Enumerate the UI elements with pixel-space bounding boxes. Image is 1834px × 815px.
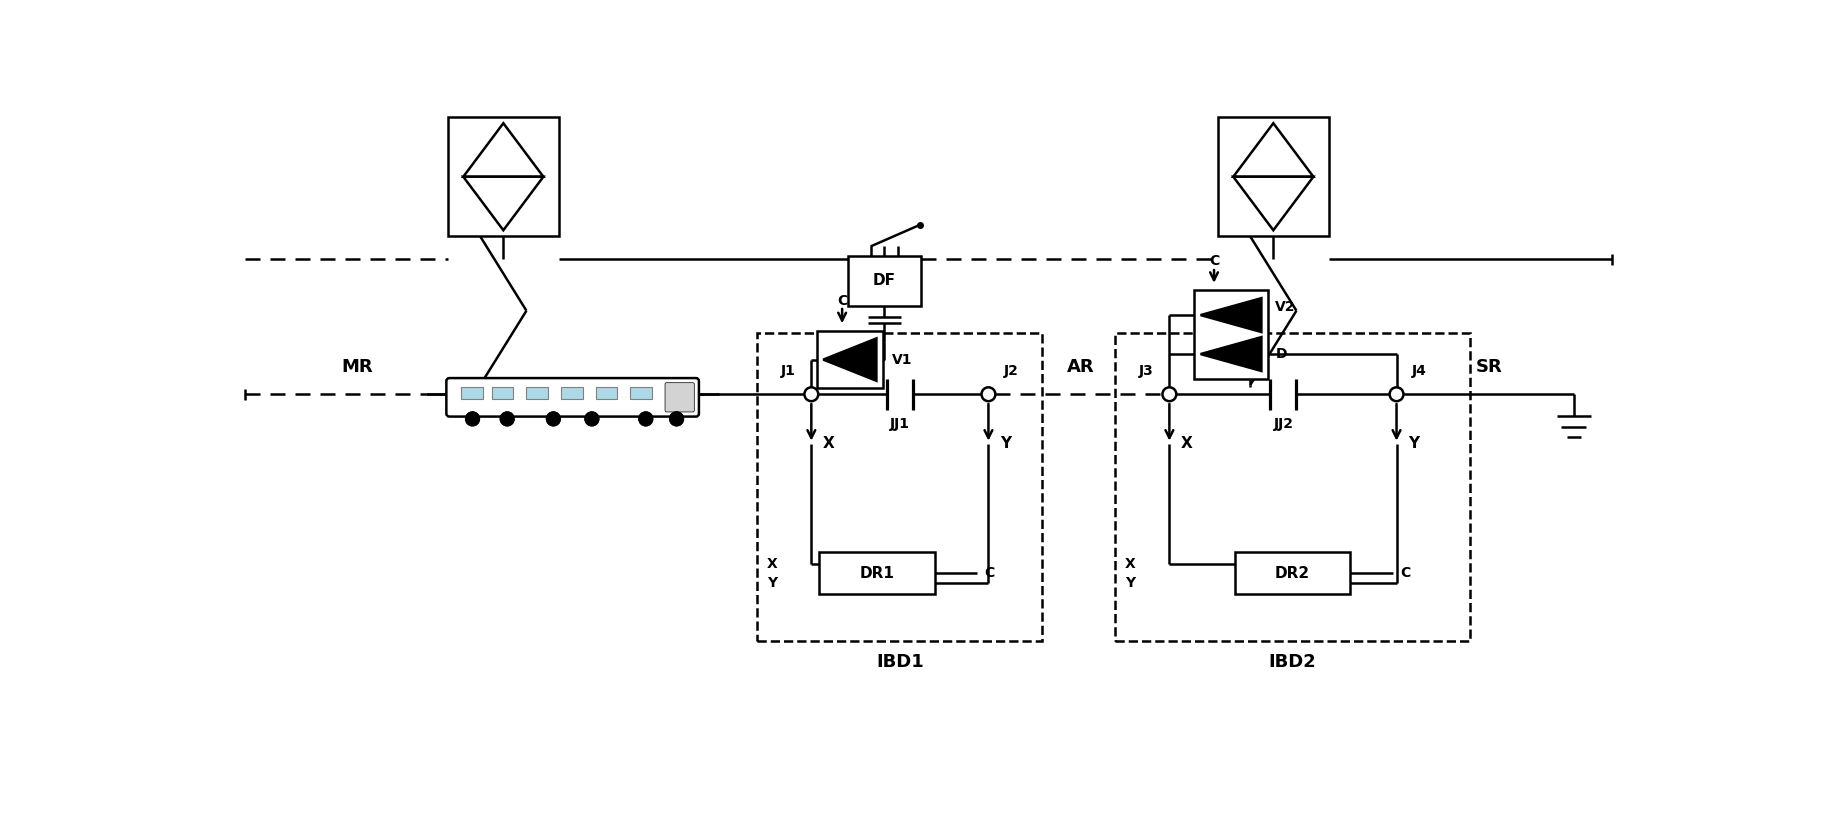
Polygon shape <box>1232 123 1313 177</box>
Text: IBD1: IBD1 <box>877 653 924 672</box>
Text: Y: Y <box>767 575 778 589</box>
Text: V1: V1 <box>891 353 911 367</box>
Bar <box>1194 290 1267 379</box>
Polygon shape <box>823 338 877 381</box>
Bar <box>492 386 514 399</box>
Bar <box>631 386 651 399</box>
Text: C: C <box>1209 254 1220 268</box>
Circle shape <box>1163 387 1176 401</box>
Bar <box>847 256 921 306</box>
Text: Y: Y <box>1000 436 1011 451</box>
Text: JJ1: JJ1 <box>889 416 910 430</box>
Text: J4: J4 <box>1412 364 1427 378</box>
Bar <box>460 386 482 399</box>
Text: C: C <box>836 294 847 308</box>
Text: C: C <box>985 566 994 580</box>
Text: Y: Y <box>1124 575 1135 589</box>
Text: X: X <box>1181 436 1192 451</box>
Polygon shape <box>464 123 543 177</box>
Text: AR: AR <box>1067 359 1095 377</box>
Circle shape <box>805 387 818 401</box>
Polygon shape <box>464 177 543 231</box>
Text: J3: J3 <box>1139 364 1154 378</box>
Polygon shape <box>1232 177 1313 231</box>
Text: DR2: DR2 <box>1275 566 1309 581</box>
Bar <box>1115 333 1469 641</box>
Circle shape <box>501 412 514 425</box>
Bar <box>596 386 618 399</box>
Text: Y: Y <box>1409 436 1420 451</box>
Text: DR1: DR1 <box>860 566 895 581</box>
Circle shape <box>585 412 600 425</box>
FancyBboxPatch shape <box>666 383 695 412</box>
Text: IBD2: IBD2 <box>1269 653 1317 672</box>
Text: D: D <box>1275 347 1287 361</box>
Text: J1: J1 <box>781 364 796 378</box>
Circle shape <box>638 412 653 425</box>
Bar <box>1218 117 1330 236</box>
Text: X: X <box>823 436 834 451</box>
Text: X: X <box>1124 557 1135 571</box>
Text: MR: MR <box>341 359 372 377</box>
Text: DF: DF <box>873 273 897 289</box>
Bar <box>526 386 548 399</box>
Bar <box>820 552 935 594</box>
FancyBboxPatch shape <box>446 378 699 416</box>
Text: X: X <box>767 557 778 571</box>
Bar <box>447 117 559 236</box>
Text: JJ2: JJ2 <box>1273 416 1293 430</box>
Bar <box>818 331 882 389</box>
Text: J2: J2 <box>1003 364 1018 378</box>
Text: V2: V2 <box>1275 301 1297 315</box>
Circle shape <box>547 412 561 425</box>
Circle shape <box>1390 387 1403 401</box>
Circle shape <box>669 412 684 425</box>
Text: C: C <box>1401 566 1410 580</box>
Polygon shape <box>1201 337 1262 371</box>
Bar <box>1234 552 1350 594</box>
Text: SR: SR <box>1476 359 1502 377</box>
Bar <box>757 333 1042 641</box>
Polygon shape <box>1201 298 1262 332</box>
Circle shape <box>981 387 996 401</box>
Circle shape <box>466 412 479 425</box>
Bar <box>561 386 583 399</box>
